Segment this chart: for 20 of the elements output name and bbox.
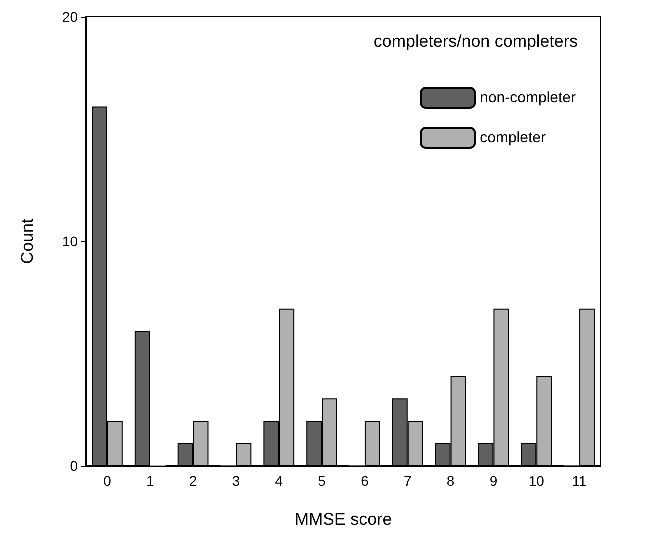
legend-title: completers/non completers: [374, 32, 578, 51]
x-tick-label: 4: [275, 473, 284, 489]
x-tick-label: 6: [361, 473, 370, 489]
x-tick-label: 7: [404, 473, 412, 489]
legend-label: completer: [480, 130, 546, 146]
x-tick-label: 1: [146, 473, 154, 489]
legend-label: non-completer: [480, 90, 576, 106]
y-axis-title: Count: [18, 218, 37, 264]
y-tick-label: 10: [62, 234, 78, 250]
x-axis-title: MMSE score: [294, 510, 392, 529]
x-tick-label: 5: [318, 473, 326, 489]
x-tick-label: 0: [104, 473, 112, 489]
x-tick-label: 3: [232, 473, 240, 489]
x-tick-label: 2: [189, 473, 198, 489]
x-tick-label: 9: [490, 473, 498, 489]
y-tick-label: 20: [62, 9, 78, 25]
x-tick-label: 11: [572, 473, 588, 489]
x-tick-label: 8: [446, 473, 455, 489]
x-tick-label: 10: [528, 473, 545, 489]
y-tick-label: 0: [70, 458, 78, 474]
